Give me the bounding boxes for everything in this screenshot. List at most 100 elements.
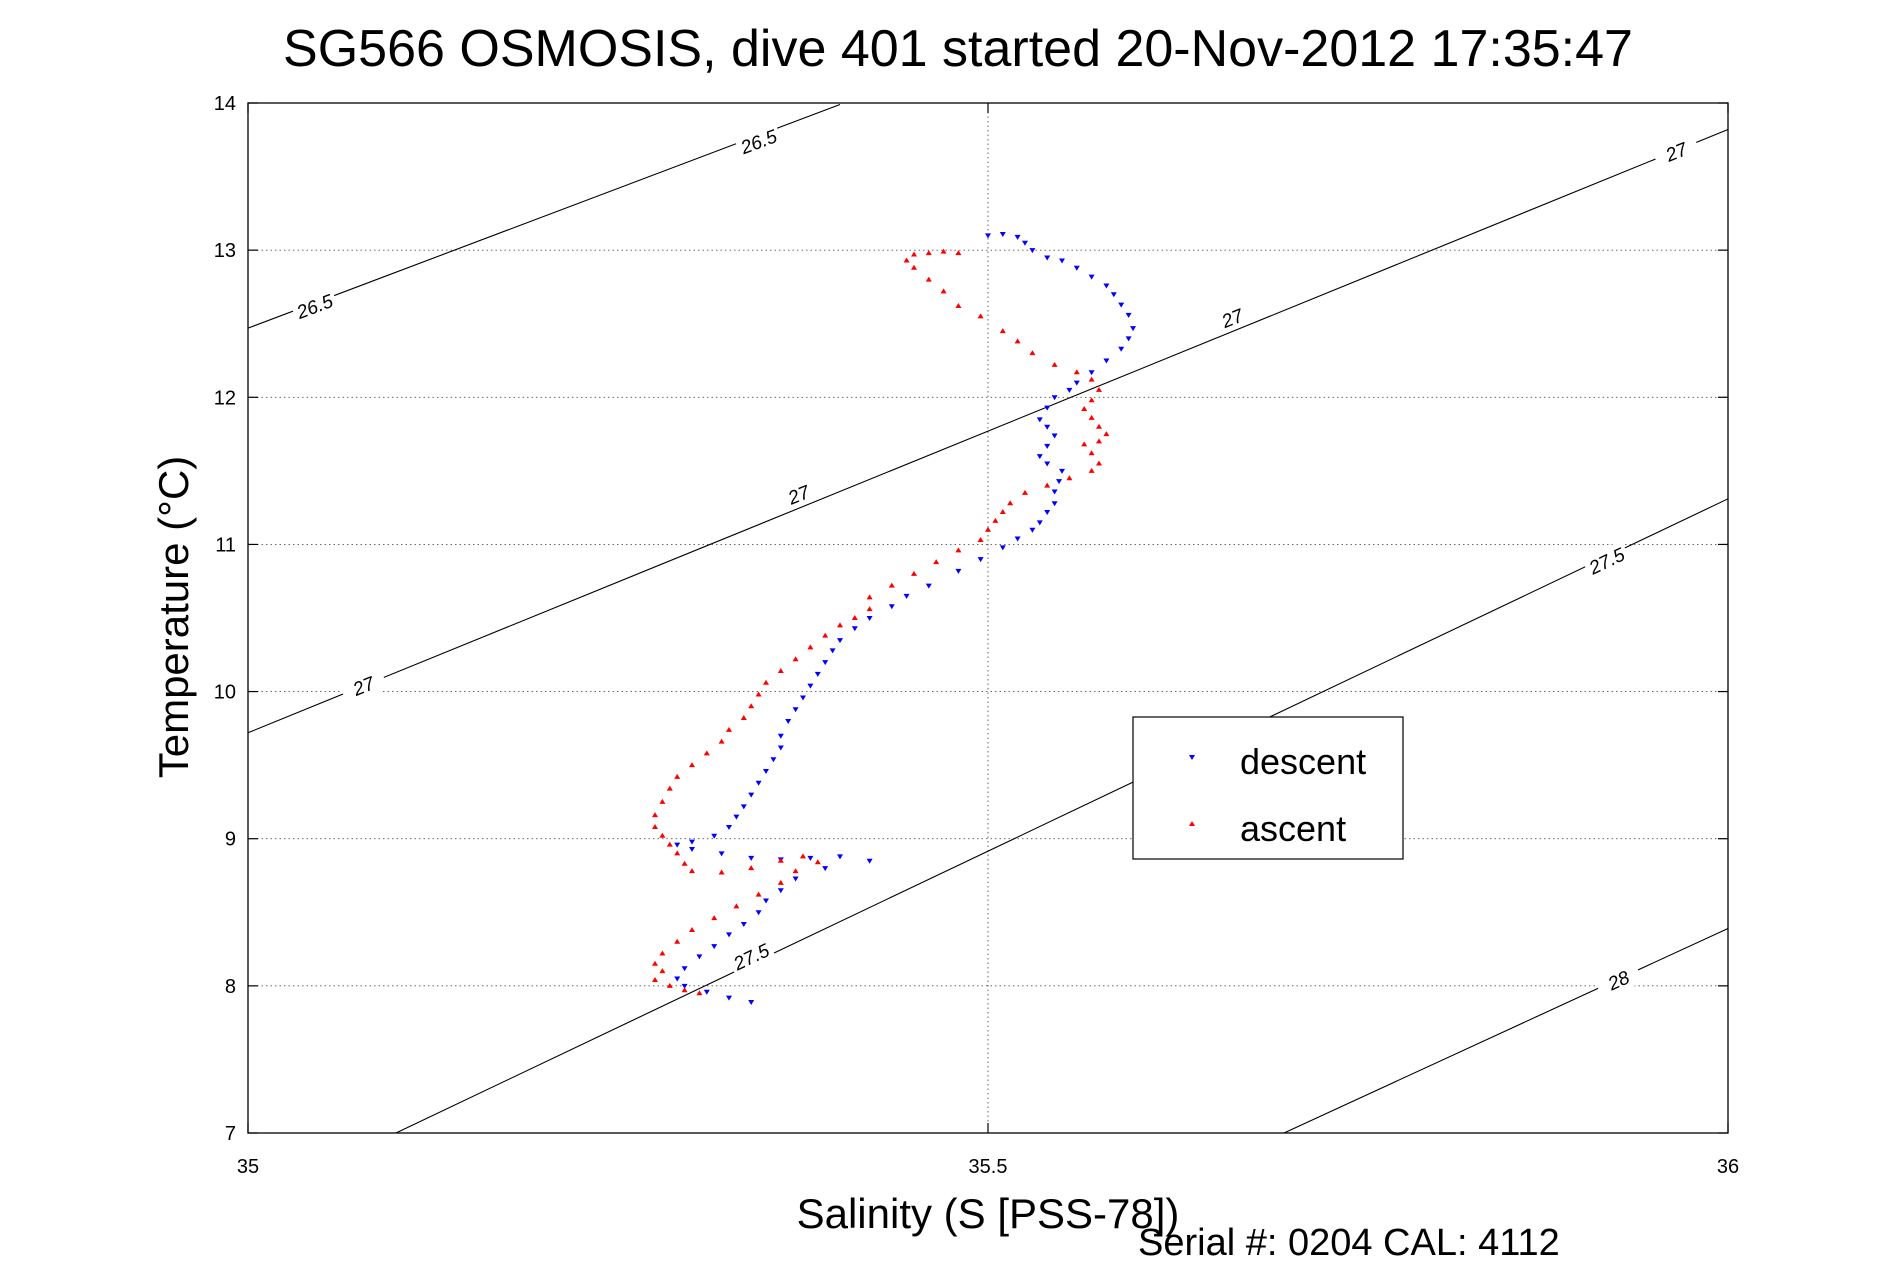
descent-point <box>903 593 910 599</box>
descent-point <box>1051 489 1058 495</box>
ascent-point <box>822 632 829 638</box>
ascent-point <box>1081 441 1088 447</box>
y-tick-label: 9 <box>225 829 236 851</box>
ascent-point <box>659 968 666 974</box>
descent-point <box>696 954 703 960</box>
ascent-point <box>711 915 718 921</box>
legend-ascent-label: ascent <box>1240 808 1346 849</box>
ascent-point <box>814 859 821 865</box>
ascent-point <box>726 726 732 732</box>
ascent-point <box>674 773 681 779</box>
descent-point <box>1130 326 1137 332</box>
ascent-point <box>659 798 666 804</box>
descent-point <box>726 995 732 1001</box>
ascent-point <box>792 656 799 662</box>
descent-point <box>689 847 695 853</box>
descent-point <box>925 583 932 589</box>
descent-point <box>1125 336 1132 342</box>
contour-label-gap <box>1207 298 1258 338</box>
ascent-point <box>851 615 858 620</box>
ascent-point <box>1081 406 1088 412</box>
descent-point <box>777 888 784 894</box>
ascent-point <box>1066 475 1073 481</box>
ascent-point <box>748 703 755 709</box>
ascent-point <box>689 762 695 768</box>
y-tick-label: 11 <box>215 534 236 556</box>
descent-point <box>1066 387 1073 393</box>
descent-point <box>829 648 836 654</box>
descent-point <box>814 671 821 677</box>
ascent-point <box>1022 489 1028 495</box>
descent-point <box>740 922 747 928</box>
descent-point <box>866 858 873 864</box>
contour-label-gap <box>1581 540 1632 581</box>
contour-label-gap <box>726 936 777 977</box>
ascent-point <box>681 860 688 866</box>
descent-point <box>1059 468 1065 474</box>
descent-point <box>740 804 747 810</box>
ascent-point <box>733 903 740 909</box>
ascent-point <box>807 644 814 650</box>
ascent-point <box>940 288 947 294</box>
ascent-point <box>999 509 1006 515</box>
legend-box <box>1132 716 1404 860</box>
descent-point <box>1059 258 1065 264</box>
descent-point <box>999 545 1006 551</box>
descent-point <box>1044 510 1051 516</box>
descent-point <box>1051 501 1058 507</box>
legend-ascent-marker <box>1189 821 1195 826</box>
ascent-point <box>1029 350 1036 356</box>
ascent-point <box>940 248 947 254</box>
descent-point <box>1125 312 1132 318</box>
descent-point <box>689 839 695 845</box>
descent-point <box>674 842 681 848</box>
ascent-point <box>955 250 962 256</box>
ascent-point <box>718 869 725 875</box>
descent-point <box>1044 443 1051 449</box>
ascent-point <box>1088 450 1095 456</box>
ascent-point <box>652 976 658 982</box>
y-tick-label: 7 <box>225 1123 236 1145</box>
ascent-point <box>652 960 658 966</box>
descent-point <box>822 660 829 666</box>
descent-point <box>792 876 799 882</box>
chart-title: SG566 OSMOSIS, dive 401 started 20-Nov-2… <box>283 20 1633 78</box>
descent-point <box>726 824 732 830</box>
descent-point <box>755 910 762 916</box>
descent-point <box>1110 292 1117 298</box>
ascent-point <box>977 313 984 319</box>
y-tick-label: 8 <box>225 976 236 998</box>
descent-point <box>703 989 710 995</box>
ascent-point <box>1007 500 1014 506</box>
descent-point <box>1088 370 1095 376</box>
x-tick-label: 35.5 <box>969 1156 1008 1178</box>
ascent-point <box>696 990 703 996</box>
y-tick-label: 12 <box>214 387 236 409</box>
descent-point <box>985 233 991 239</box>
descent-point <box>999 231 1006 237</box>
ascent-point <box>837 622 843 628</box>
ascent-point <box>1088 467 1095 473</box>
ascent-point <box>652 812 658 818</box>
ascent-point <box>689 926 695 932</box>
ascent-point <box>755 691 762 697</box>
contour-label-gap <box>338 666 389 706</box>
descent-point <box>755 780 762 786</box>
ascent-point <box>925 276 932 282</box>
data-points <box>652 231 1137 1006</box>
descent-point <box>777 733 784 739</box>
descent-point <box>851 626 858 632</box>
ascent-point <box>792 868 799 874</box>
ascent-point <box>689 868 695 874</box>
legend: descent ascent <box>1132 716 1404 860</box>
descent-point <box>1088 274 1095 280</box>
ascent-point <box>1096 386 1102 392</box>
descent-point <box>1118 346 1125 352</box>
isopycnal-line-27.5 <box>395 498 1729 1134</box>
ascent-point <box>763 679 769 685</box>
descent-point <box>1036 454 1043 460</box>
descent-point <box>748 792 755 798</box>
ascent-point <box>800 853 806 859</box>
